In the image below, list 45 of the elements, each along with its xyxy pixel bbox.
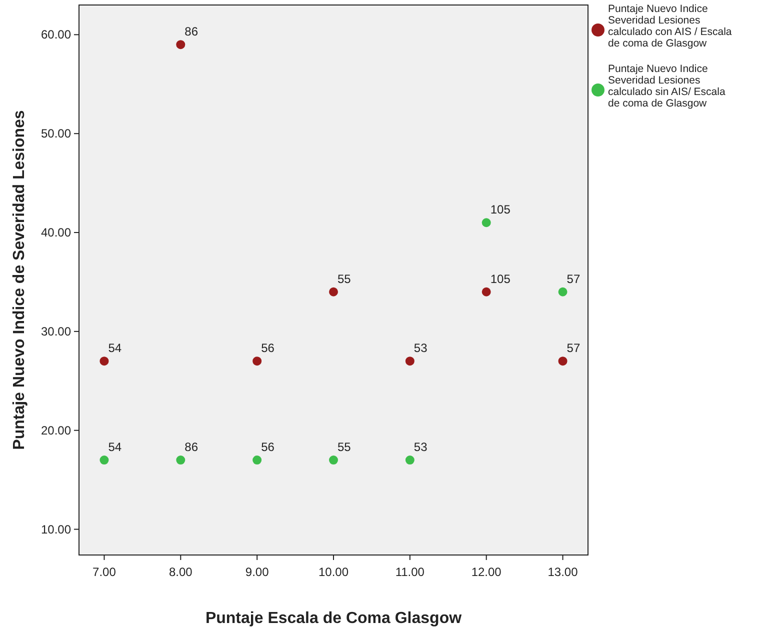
y-tick-label: 30.00 [40,324,72,338]
annotation: 57 [566,341,580,356]
point [176,40,186,50]
x-axis-title: Puntaje Escala de Coma Glasgow [205,610,462,627]
x-tick-label: 10.00 [318,565,349,579]
annotation: 105 [490,202,511,217]
annotation: 86 [184,24,198,39]
y-tick-label: 60.00 [40,28,72,42]
annotation: 57 [566,272,580,286]
annotation: 105 [490,272,511,286]
y-tick-label: 10.00 [40,522,72,536]
annotation: 53 [414,341,428,356]
point [405,456,414,465]
x-tick-label: 13.00 [548,565,578,579]
legend-label: Puntaje Nuevo Indice Severidad Lesiones calculado con AIS / Escala de coma de Glasgow [608,3,732,50]
point [558,356,568,366]
annotation: 54 [108,341,122,356]
legend-label: Puntaje Nuevo Indice Severidad Lesiones calculado sin AIS/ Escala de coma de Glasgow [608,63,726,110]
y-tick-label: 40.00 [40,226,72,240]
point [482,218,491,228]
annotation: 56 [261,440,275,454]
point [176,456,186,465]
point [100,456,109,465]
point [558,287,568,296]
annotation: 55 [338,272,352,286]
x-tick-label: 12.00 [471,565,502,579]
y-axis-title: Puntaje Nuevo Indice de Severidad Lesiones [11,110,28,450]
annotation: 55 [338,440,352,454]
annotation: 56 [261,341,275,356]
y-tick-label: 20.00 [40,423,72,438]
point [329,287,338,296]
point [252,356,262,366]
point [329,456,338,465]
point [482,287,491,296]
point [252,456,262,465]
x-tick-label: 9.00 [245,565,270,579]
annotation: 53 [414,440,428,454]
x-tick-label: 7.00 [92,565,116,579]
annotation: 86 [184,440,198,454]
y-tick-label: 50.00 [40,126,72,141]
point [405,356,414,366]
x-tick-label: 11.00 [395,565,425,579]
annotation: 54 [108,440,122,454]
point [100,356,109,366]
x-tick-label: 8.00 [168,565,193,579]
